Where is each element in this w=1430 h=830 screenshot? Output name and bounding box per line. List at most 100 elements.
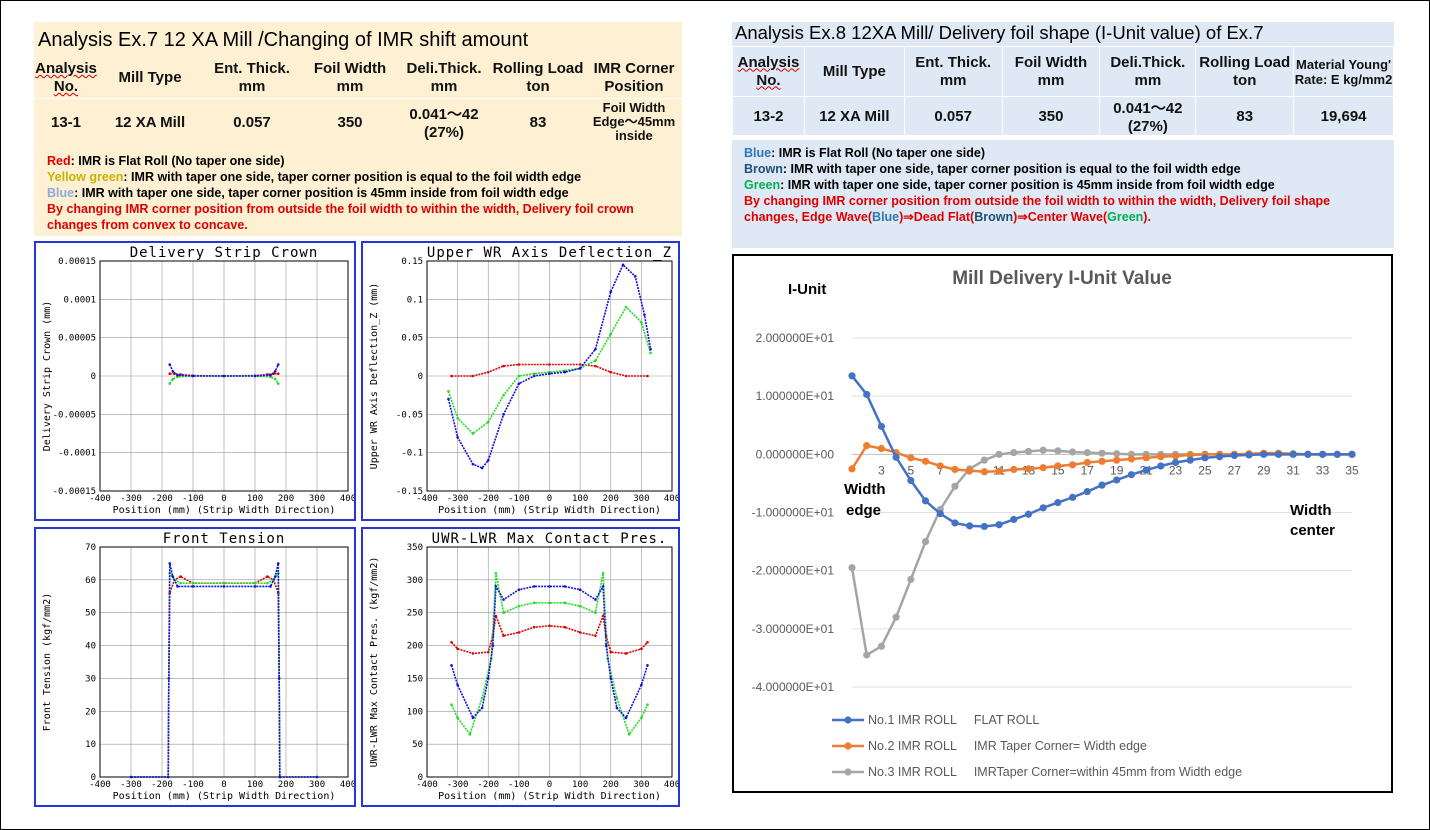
data-point: [315, 775, 319, 779]
ex7-note-yellow: Yellow green: IMR with taper one side, t…: [47, 170, 582, 184]
data-point: [643, 313, 646, 316]
data-point: [646, 703, 649, 707]
y-tick-label: 150: [407, 674, 423, 684]
x-tick-label: -400: [416, 494, 438, 504]
ex7-cell-imr: Foil Width Edge～45mm inside: [592, 100, 676, 144]
x-tick-label: 400: [664, 494, 678, 504]
data-point: [649, 351, 652, 355]
x-tick-label: -300: [120, 780, 142, 790]
ex7-hdr-imr: IMR Corner Position: [586, 58, 682, 99]
data-point: [640, 716, 643, 720]
data-point: [1010, 465, 1018, 474]
x-tick-label: 100: [572, 494, 588, 504]
y-tick-label: 0: [418, 372, 423, 382]
ex8-hdr-mill: Mill Type: [803, 46, 905, 97]
x-tick-label: -400: [89, 494, 111, 504]
x-tick-label: 200: [278, 780, 294, 790]
data-point: [548, 601, 551, 605]
y-tick-label: 1.000000E+01: [756, 389, 835, 403]
data-point: [609, 332, 613, 336]
data-point: [276, 372, 280, 375]
ex8-cell-deli: 0.041～42 (27%): [1099, 96, 1197, 136]
ex7-note-blue: Blue: IMR with taper one side, taper cor…: [47, 186, 569, 200]
data-point: [640, 683, 643, 687]
ex7-cell-no: 13-1: [50, 113, 82, 131]
data-point: [450, 640, 453, 644]
data-point: [276, 562, 280, 565]
x-tick-label: 19: [1110, 463, 1124, 477]
data-point: [1068, 461, 1077, 469]
data-point: [1083, 487, 1091, 496]
data-point: [253, 581, 257, 585]
ex8-table: Analysis No. Mill Type Ent. Thick. mm Fo…: [732, 46, 1394, 136]
data-point: [980, 522, 988, 531]
data-point: [168, 372, 172, 375]
data-point: [848, 564, 856, 572]
y-tick-label: 200: [407, 642, 423, 652]
y-tick-label: -0.15: [396, 487, 423, 497]
x-tick-label: 100: [572, 780, 588, 790]
plot-area: [426, 260, 673, 492]
data-point: [491, 644, 495, 647]
x-tick-label: 0: [221, 494, 226, 504]
data-point: [176, 585, 179, 588]
x-tick-label: 300: [309, 494, 325, 504]
y-tick-label: 300: [407, 576, 423, 586]
annotation-width-edge-1: Width: [844, 481, 886, 498]
y-tick-label: -0.1: [401, 449, 423, 459]
data-point: [179, 575, 182, 578]
data-point: [633, 275, 637, 278]
plot-strip-crown: Delivery Strip Crown -400 -300 -200 -100 0 100…: [34, 241, 356, 521]
data-point: [1054, 499, 1062, 507]
x-tick-label: 200: [278, 494, 294, 504]
ex8-title-bg: [732, 22, 1394, 46]
data-point: [563, 585, 567, 588]
y-tick-label: 0.0001: [63, 295, 96, 305]
y-tick-label: -2.000000E+01: [752, 564, 835, 578]
x-tick-label: 27: [1228, 463, 1242, 477]
plot-area: [426, 546, 673, 778]
data-point: [480, 466, 484, 470]
data-point: [1274, 450, 1283, 458]
ex8-hdr-deli: Deli.Thick. mm: [1099, 46, 1197, 97]
data-point: [877, 642, 886, 650]
data-point: [253, 585, 257, 588]
data-point: [640, 647, 643, 651]
ex7-note-red: Red: IMR is Flat Roll (No taper one side…: [47, 154, 285, 168]
ex7-hdr-load: Rolling Load ton: [490, 58, 586, 99]
data-point: [1010, 515, 1018, 524]
y-tick-label: 40: [85, 642, 96, 652]
x-tick-label: 300: [633, 780, 649, 790]
y-tick-label: 50: [412, 740, 423, 750]
plot-title: UWR-LWR Max Contact Pres.: [432, 531, 668, 547]
y-tick-label: 0.00015: [58, 257, 96, 267]
data-point: [532, 372, 536, 375]
x-axis-label: Position (mm) (Strip Width Direction): [113, 791, 336, 802]
legend-swatch-marker: [844, 742, 852, 750]
data-point: [548, 585, 551, 588]
data-point: [532, 374, 536, 378]
y-tick-label: 10: [85, 740, 96, 750]
data-point: [1201, 454, 1209, 462]
data-point: [624, 652, 628, 655]
data-point: [1142, 466, 1150, 474]
data-point: [1083, 448, 1091, 457]
annotation-width-edge-2: edge: [846, 502, 881, 519]
x-tick-label: -300: [447, 780, 469, 790]
data-point: [1113, 476, 1121, 484]
data-point: [951, 482, 959, 490]
data-point: [594, 359, 597, 362]
y-tick-label: 0: [418, 773, 423, 783]
data-point: [166, 775, 170, 779]
data-point: [502, 364, 505, 368]
data-point: [1098, 449, 1106, 457]
data-point: [532, 625, 536, 629]
data-point: [640, 321, 643, 324]
ex8-notes: Blue: IMR is Flat Roll (No taper one sid…: [732, 140, 1394, 248]
legend-swatch-marker: [844, 716, 852, 724]
data-point: [951, 465, 959, 474]
ex8-hdr-young: Material Young' Rate: E kg/mm2: [1293, 46, 1394, 97]
x-tick-label: 200: [603, 494, 619, 504]
data-point: [995, 521, 1003, 529]
y-tick-label: 0: [91, 773, 96, 783]
